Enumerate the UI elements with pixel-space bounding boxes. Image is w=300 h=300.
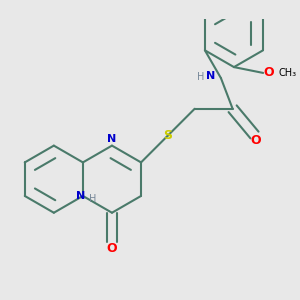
Text: O: O	[251, 134, 261, 147]
Text: O: O	[264, 66, 274, 80]
Text: N: N	[107, 134, 117, 144]
Text: CH₃: CH₃	[278, 68, 296, 78]
Text: N: N	[76, 191, 85, 201]
Text: O: O	[107, 242, 117, 255]
Text: S: S	[164, 129, 172, 142]
Text: H: H	[88, 194, 96, 205]
Text: N: N	[206, 71, 215, 81]
Text: H: H	[197, 72, 205, 82]
